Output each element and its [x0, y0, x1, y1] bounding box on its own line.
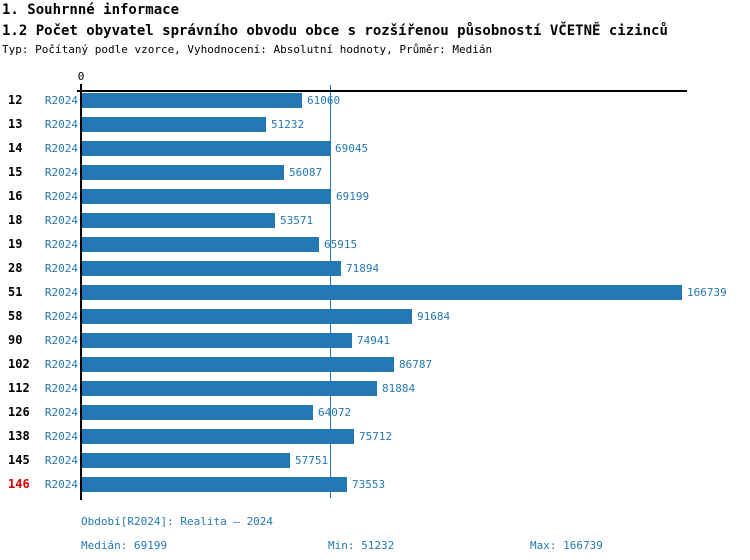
bar-value-label: 86787 — [399, 358, 433, 371]
value-bar — [82, 477, 347, 492]
bar-value-label: 51232 — [271, 118, 305, 131]
bar-value-label: 81884 — [382, 382, 416, 395]
row-id-label: 28 — [8, 261, 23, 275]
bar-value-label: 64072 — [318, 406, 352, 419]
chart-row: 146 R2024 73553 — [0, 477, 750, 492]
row-period-label: R2024 — [44, 94, 78, 107]
footer-period-label: Období[R2024]: Realita – 2024 — [81, 515, 274, 528]
row-id-label: 126 — [8, 405, 30, 419]
bar-value-label: 74941 — [357, 334, 391, 347]
row-period-label: R2024 — [44, 310, 78, 323]
chart-row: 18 R2024 53571 — [0, 213, 750, 228]
row-id-label: 90 — [8, 333, 23, 347]
chart-row: 14 R2024 69045 — [0, 141, 750, 156]
row-id-label: 112 — [8, 381, 30, 395]
chart-row: 102 R2024 86787 — [0, 357, 750, 372]
value-bar — [82, 141, 330, 156]
bar-value-label: 61060 — [307, 94, 341, 107]
row-id-label: 14 — [8, 141, 23, 155]
value-bar — [82, 453, 290, 468]
value-bar — [82, 309, 412, 324]
row-period-label: R2024 — [44, 286, 78, 299]
row-id-label: 16 — [8, 189, 23, 203]
bar-value-label: 65915 — [324, 238, 358, 251]
chart-row: 138 R2024 75712 — [0, 429, 750, 444]
row-period-label: R2024 — [44, 478, 78, 491]
bar-value-label: 73553 — [352, 478, 386, 491]
value-bar — [82, 93, 302, 108]
x-axis-zero-label: 0 — [77, 70, 85, 83]
footer-max-label: Max: 166739 — [530, 539, 603, 552]
value-bar — [82, 261, 341, 276]
row-id-label: 15 — [8, 165, 23, 179]
bar-value-label: 71894 — [346, 262, 380, 275]
bar-value-label: 56087 — [289, 166, 323, 179]
bar-value-label: 166739 — [687, 286, 727, 299]
row-period-label: R2024 — [44, 190, 78, 203]
chart-row: 90 R2024 74941 — [0, 333, 750, 348]
row-period-label: R2024 — [44, 238, 78, 251]
row-id-label: 102 — [8, 357, 30, 371]
bar-value-label: 69199 — [336, 190, 370, 203]
footer-median-label: Medián: 69199 — [81, 539, 168, 552]
row-id-label: 12 — [8, 93, 23, 107]
row-id-label: 19 — [8, 237, 23, 251]
row-period-label: R2024 — [44, 166, 78, 179]
report-section-title: 1. Souhrnné informace — [2, 2, 180, 18]
x-axis-line — [77, 90, 687, 92]
value-bar — [82, 405, 313, 420]
chart-row: 19 R2024 65915 — [0, 237, 750, 252]
chart-row: 58 R2024 91684 — [0, 309, 750, 324]
row-id-label: 145 — [8, 453, 30, 467]
chart-title: 1.2 Počet obyvatel správního obvodu obce… — [2, 23, 668, 39]
footer-min-label: Min: 51232 — [328, 539, 395, 552]
value-bar — [82, 381, 377, 396]
row-period-label: R2024 — [44, 118, 78, 131]
value-bar — [82, 357, 394, 372]
bar-value-label: 91684 — [417, 310, 451, 323]
chart-row: 28 R2024 71894 — [0, 261, 750, 276]
row-period-label: R2024 — [44, 406, 78, 419]
chart-row: 126 R2024 64072 — [0, 405, 750, 420]
chart-row: 112 R2024 81884 — [0, 381, 750, 396]
row-id-label: 146 — [8, 477, 30, 491]
y-axis-line — [80, 84, 82, 500]
chart-row: 51 R2024 166739 — [0, 285, 750, 300]
row-period-label: R2024 — [44, 430, 78, 443]
row-id-label: 18 — [8, 213, 23, 227]
value-bar — [82, 117, 266, 132]
row-period-label: R2024 — [44, 262, 78, 275]
value-bar — [82, 429, 354, 444]
row-period-label: R2024 — [44, 382, 78, 395]
row-period-label: R2024 — [44, 334, 78, 347]
bar-value-label: 53571 — [280, 214, 314, 227]
bar-value-label: 57751 — [295, 454, 329, 467]
value-bar — [82, 285, 682, 300]
chart-subtitle: Typ: Počítaný podle vzorce, Vyhodnocení:… — [2, 43, 493, 56]
bar-value-label: 69045 — [335, 142, 369, 155]
row-id-label: 138 — [8, 429, 30, 443]
row-id-label: 13 — [8, 117, 23, 131]
value-bar — [82, 213, 275, 228]
row-period-label: R2024 — [44, 214, 78, 227]
chart-row: 12 R2024 61060 — [0, 93, 750, 108]
chart-row: 145 R2024 57751 — [0, 453, 750, 468]
row-id-label: 58 — [8, 309, 23, 323]
row-period-label: R2024 — [44, 358, 78, 371]
chart-row: 13 R2024 51232 — [0, 117, 750, 132]
value-bar — [82, 189, 331, 204]
value-bar — [82, 333, 352, 348]
bar-value-label: 75712 — [359, 430, 393, 443]
row-period-label: R2024 — [44, 454, 78, 467]
value-bar — [82, 165, 284, 180]
row-id-label: 51 — [8, 285, 23, 299]
value-bar — [82, 237, 319, 252]
chart-row: 16 R2024 69199 — [0, 189, 750, 204]
chart-row: 15 R2024 56087 — [0, 165, 750, 180]
row-period-label: R2024 — [44, 142, 78, 155]
